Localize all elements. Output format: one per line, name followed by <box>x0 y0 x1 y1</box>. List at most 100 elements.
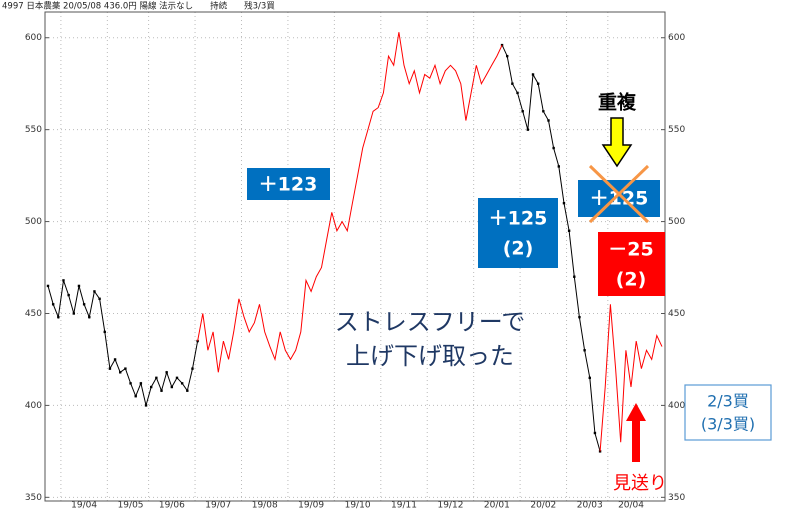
y-tick-label: 600 <box>25 33 42 43</box>
price-line <box>501 44 601 452</box>
x-tick-label: 20/03 <box>577 501 603 510</box>
price-point <box>139 382 143 385</box>
price-point <box>119 371 122 374</box>
price-point <box>521 110 524 113</box>
price-point <box>93 290 96 293</box>
price-point <box>170 385 174 389</box>
y-tick-label: 400 <box>25 401 42 411</box>
x-tick-label: 19/07 <box>205 501 231 510</box>
x-tick-label: 20/02 <box>530 501 556 510</box>
price-point <box>186 389 189 392</box>
annotation: ＋125 <box>489 208 548 230</box>
price-point <box>51 303 55 306</box>
price-point <box>588 376 591 380</box>
x-tick-label: 19/10 <box>345 501 371 510</box>
annotation-box <box>478 198 558 268</box>
price-point <box>160 389 163 392</box>
price-point <box>62 279 65 282</box>
price-point <box>82 303 86 306</box>
price-point <box>552 146 555 150</box>
x-tick-label: 19/05 <box>118 501 144 510</box>
price-point <box>191 367 194 370</box>
annotation: (2) <box>503 238 534 260</box>
y-tick-label: 550 <box>668 125 685 135</box>
y-tick-label: 550 <box>25 125 42 135</box>
price-line <box>47 280 199 406</box>
price-point <box>511 82 514 85</box>
price-point <box>98 297 101 300</box>
annotation: (3/3買) <box>701 415 755 434</box>
annotation-box <box>247 168 330 200</box>
price-point <box>124 367 127 370</box>
price-point <box>165 371 168 374</box>
price-point <box>77 284 81 288</box>
price-point <box>578 315 581 319</box>
price-point <box>57 315 60 319</box>
x-tick-label: 19/08 <box>252 501 278 510</box>
y-tick-label: 500 <box>668 217 685 227</box>
price-point <box>562 201 566 205</box>
y-tick-label: 350 <box>25 493 42 503</box>
price-point <box>567 229 571 232</box>
price-point <box>536 82 540 85</box>
x-tick-label: 19/11 <box>391 501 417 510</box>
y-tick-label: 500 <box>25 217 42 227</box>
y-tick-label: 600 <box>668 33 685 43</box>
price-point <box>573 275 576 278</box>
y-tick-label: 450 <box>668 309 685 319</box>
y-tick-label: 350 <box>668 493 685 503</box>
price-point <box>144 404 148 407</box>
price-point <box>149 385 153 389</box>
price-line <box>599 304 663 452</box>
cross-out <box>588 164 650 224</box>
price-point <box>113 358 117 361</box>
price-point <box>155 376 158 380</box>
price-point <box>72 312 75 315</box>
x-tick-label: 19/12 <box>437 501 463 510</box>
price-point <box>547 119 550 122</box>
price-point <box>46 284 50 288</box>
annotation: 上げ下げ取った <box>346 342 514 370</box>
x-tick-label: 20/01 <box>484 501 510 510</box>
annotation: 重複 <box>598 91 637 114</box>
annotation-box <box>684 384 772 441</box>
price-point <box>108 367 112 370</box>
price-point <box>531 73 535 76</box>
price-point <box>583 349 586 352</box>
annotation-box <box>598 232 665 296</box>
annotation-box <box>578 180 660 217</box>
x-tick-label: 19/09 <box>298 501 324 510</box>
price-point <box>557 165 561 168</box>
arrow-up <box>626 403 646 462</box>
price-point <box>506 54 509 58</box>
price-point <box>516 91 519 95</box>
price-point <box>526 128 530 131</box>
price-point <box>134 395 137 398</box>
annotation: ストレスフリーで <box>335 308 526 336</box>
x-tick-label: 19/06 <box>159 501 185 510</box>
price-line <box>197 32 503 373</box>
annotation: 見送り <box>613 473 667 494</box>
x-tick-label: 19/04 <box>71 501 97 510</box>
annotation: ＋125 <box>590 188 649 210</box>
price-point <box>593 431 597 435</box>
annotation: 2/3買 <box>707 392 749 411</box>
price-point <box>175 376 179 380</box>
price-point <box>88 315 91 319</box>
price-point <box>129 382 132 385</box>
price-point <box>103 330 106 334</box>
x-tick-label: 20/04 <box>618 501 644 510</box>
arrow-down <box>601 117 633 168</box>
price-point <box>542 110 545 113</box>
chart-title: 4997 日本農薬 20/05/08 436.0円 陽線 法示なし 持続 残3/… <box>2 1 275 12</box>
price-point <box>180 382 184 385</box>
price-point <box>67 293 70 297</box>
y-tick-label: 450 <box>25 309 42 319</box>
annotation: ＋123 <box>259 174 318 196</box>
annotation: －25 <box>608 239 653 261</box>
y-tick-label: 400 <box>668 401 685 411</box>
annotation: (2) <box>616 269 647 291</box>
